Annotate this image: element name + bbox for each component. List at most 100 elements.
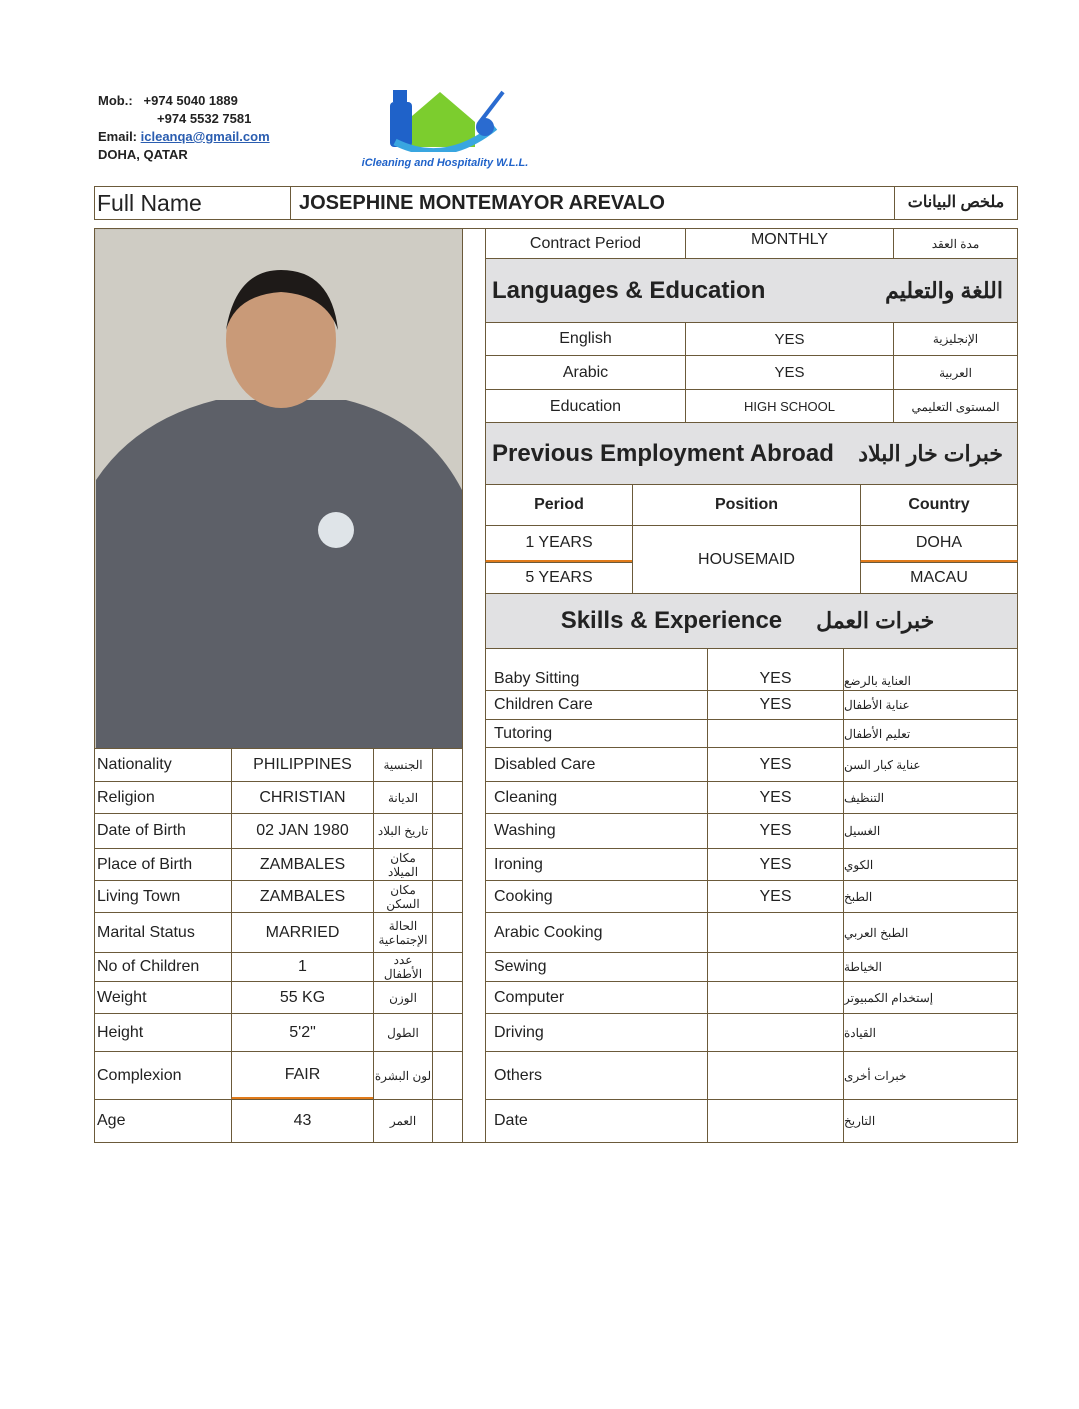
place-of-birth-ar: مكان الميلاد [373,848,433,881]
ironing-label: Ironing [485,848,708,881]
spacer-cell [432,952,463,982]
no-of-children-ar: عدد الأطفال [373,952,433,982]
date-of-birth-label: Date of Birth [94,813,232,849]
language-label: Education [485,389,686,424]
nationality-label: Nationality [94,748,232,782]
email-label: Email: [98,129,138,144]
spacer-cell [432,781,463,814]
others-value [707,1051,844,1100]
divider-column [462,228,486,1143]
weight-ar: الوزن [373,981,433,1014]
spacer-cell [432,1099,463,1143]
cooking-ar: الطبخ [843,880,1018,913]
date-ar: التاريخ [843,1099,1018,1143]
employment-title-ar: خبرات خار البلاد [858,440,1003,466]
height-value: 5'2" [231,1013,374,1052]
age-value: 43 [231,1099,374,1143]
cleaning-value: YES [707,781,844,814]
no-of-children-value: 1 [231,952,374,982]
religion-ar: الديانة [373,781,433,814]
contact-block: Mob.: +974 5040 1889 +974 5532 7581 Emai… [98,92,270,164]
mob-label: Mob.: [98,93,133,108]
date-label: Date [485,1099,708,1143]
religion-label: Religion [94,781,232,814]
height-ar: الطول [373,1013,433,1052]
driving-value [707,1013,844,1052]
others-label: Others [485,1051,708,1100]
country-1: DOHA [860,525,1018,563]
computer-value [707,981,844,1014]
email-link[interactable]: icleanqa@gmail.com [140,129,270,144]
spacer-cell [432,1013,463,1052]
tutoring-value [707,719,844,748]
children-care-label: Children Care [485,690,708,720]
location: DOHA, QATAR [98,147,188,162]
position-value: HOUSEMAID [632,525,861,594]
complexion-ar: لون البشرة [373,1051,433,1100]
language-label: English [485,322,686,356]
country-2: MACAU [860,562,1018,594]
languages-title: Languages & Education [492,276,766,304]
skills-title-ar: خبرات العمل [816,608,935,633]
date-of-birth-value: 02 JAN 1980 [231,813,374,849]
tutoring-ar: تعليم الأطفال [843,719,1018,748]
language-ar: الإنجليزية [893,322,1018,356]
sewing-ar: الخياطة [843,952,1018,982]
contract-period-ar: مدة العقد [893,228,1018,259]
disabled-care-ar: عناية كبار السن [843,747,1018,782]
company-logo: iCleaning and Hospitality W.L.L. [345,72,545,169]
ironing-value: YES [707,848,844,881]
age-ar: العمر [373,1099,433,1143]
full-name-ar: ملخص البيانات [894,186,1018,220]
complexion-label: Complexion [94,1051,232,1100]
full-name-label: Full Name [94,186,291,220]
arabic-cooking-ar: الطبخ العربي [843,912,1018,953]
age-label: Age [94,1099,232,1143]
languages-title-ar: اللغة والتعليم [885,277,1003,303]
photo [94,228,463,749]
position-header: Position [632,484,861,526]
marital-status-ar: الحالة الإجتماعية [373,912,433,953]
computer-label: Computer [485,981,708,1014]
complexion-value: FAIR [231,1051,374,1100]
spacer-cell [432,813,463,849]
marital-status-label: Marital Status [94,912,232,953]
languages-header: Languages & Education اللغة والتعليم [485,258,1018,323]
date-value [707,1099,844,1143]
skills-header: Skills & Experience خبرات العمل [485,593,1018,649]
period-header: Period [485,484,633,526]
spacer-cell [432,912,463,953]
tutoring-label: Tutoring [485,719,708,748]
spacer-cell [432,880,463,913]
sewing-label: Sewing [485,952,708,982]
spacer-cell [432,748,463,782]
place-of-birth-value: ZAMBALES [231,848,374,881]
children-care-value: YES [707,690,844,720]
phone-2: +974 5532 7581 [157,111,252,126]
baby-sitting-label: Baby Sitting [485,648,708,691]
ironing-ar: الكوي [843,848,1018,881]
washing-label: Washing [485,813,708,849]
phone-1: +974 5040 1889 [143,93,238,108]
weight-value: 55 KG [231,981,374,1014]
cleaning-label: Cleaning [485,781,708,814]
period-2: 5 YEARS [485,562,633,594]
baby-sitting-ar: العناية بالرضع [843,648,1018,691]
contract-period-value: MONTHLY [685,228,894,259]
living-town-ar: مكان السكن [373,880,433,913]
language-value: HIGH SCHOOL [685,389,894,424]
living-town-label: Living Town [94,880,232,913]
sewing-value [707,952,844,982]
language-label: Arabic [485,355,686,390]
others-ar: خبرات أخرى [843,1051,1018,1100]
nationality-ar: الجنسية [373,748,433,782]
contract-period-label: Contract Period [485,228,686,259]
nationality-value: PHILIPPINES [231,748,374,782]
employment-header: Previous Employment Abroad خبرات خار البل… [485,422,1018,485]
language-value: YES [685,355,894,390]
driving-label: Driving [485,1013,708,1052]
spacer-cell [432,981,463,1014]
religion-value: CHRISTIAN [231,781,374,814]
language-value: YES [685,322,894,356]
